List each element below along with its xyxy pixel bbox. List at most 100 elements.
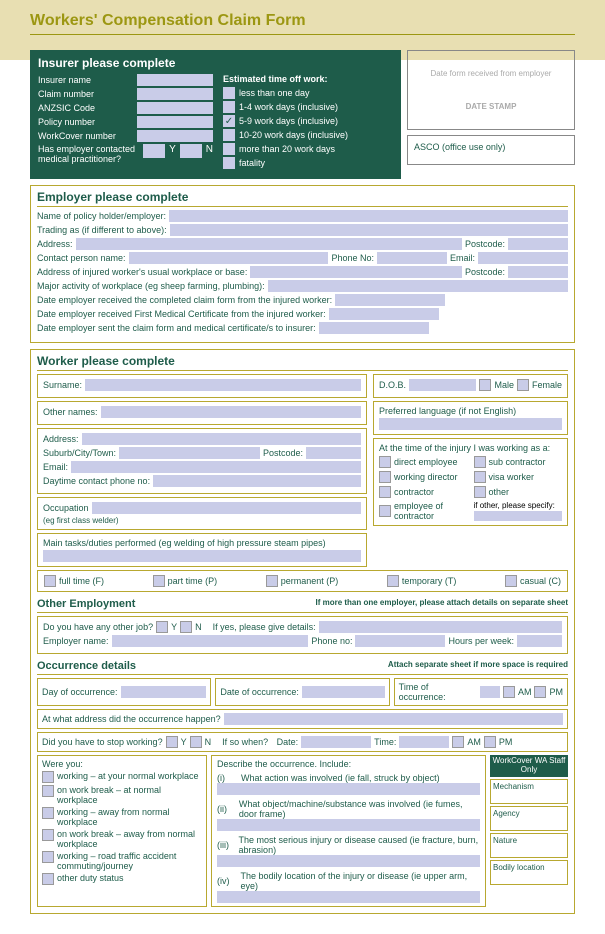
- policy-holder-input[interactable]: [169, 210, 568, 222]
- wy-4[interactable]: [42, 851, 54, 863]
- trading-input[interactable]: [170, 224, 568, 236]
- worker-address-input[interactable]: [82, 433, 361, 445]
- oe-employer[interactable]: [112, 635, 309, 647]
- fulltime-check[interactable]: [44, 575, 56, 587]
- otherjob-y[interactable]: [156, 621, 168, 633]
- emp-postcode-input[interactable]: [508, 238, 568, 250]
- workplace-input[interactable]: [250, 266, 462, 278]
- claim-number-label: Claim number: [38, 89, 133, 99]
- date-stamp-box: Date form received from employer DATE ST…: [407, 50, 575, 130]
- wy-1[interactable]: [42, 785, 54, 797]
- empcon-check[interactable]: [379, 505, 391, 517]
- temp-check[interactable]: [387, 575, 399, 587]
- staff-agency: Agency: [490, 806, 568, 831]
- anzsic-input[interactable]: [137, 102, 213, 114]
- est-opt-2[interactable]: ✓: [223, 115, 235, 127]
- policy-label: Policy number: [38, 117, 133, 127]
- female-check[interactable]: [517, 379, 529, 391]
- occupation-input[interactable]: [92, 502, 361, 514]
- stop-pm[interactable]: [484, 736, 496, 748]
- otherjob-details[interactable]: [319, 621, 562, 633]
- anzsic-label: ANZSIC Code: [38, 103, 133, 113]
- stop-time[interactable]: [399, 736, 449, 748]
- activity-input[interactable]: [268, 280, 568, 292]
- date3-input[interactable]: [319, 322, 429, 334]
- oe-hours[interactable]: [517, 635, 562, 647]
- stop-date[interactable]: [301, 736, 371, 748]
- dob-input[interactable]: [409, 379, 476, 391]
- occ-addr[interactable]: [224, 713, 563, 725]
- workcover-label: WorkCover number: [38, 131, 133, 141]
- insurer-panel: Insurer please complete Insurer name Cla…: [30, 50, 401, 179]
- phone-input[interactable]: [377, 252, 447, 264]
- occ-day[interactable]: [121, 686, 207, 698]
- wy-5[interactable]: [42, 873, 54, 885]
- casual-check[interactable]: [505, 575, 517, 587]
- otherspec-input[interactable]: [474, 511, 563, 521]
- staff-mechanism: Mechanism: [490, 779, 568, 804]
- est-opt-1[interactable]: [223, 101, 235, 113]
- occ-time[interactable]: [480, 686, 500, 698]
- workcover-input[interactable]: [137, 130, 213, 142]
- wy-3[interactable]: [42, 829, 54, 841]
- tasks-input[interactable]: [43, 550, 361, 562]
- contacted-y-box[interactable]: [143, 144, 165, 158]
- other-check[interactable]: [474, 486, 486, 498]
- w-phone-input[interactable]: [153, 475, 361, 487]
- email-input[interactable]: [478, 252, 568, 264]
- otherjob-n[interactable]: [180, 621, 192, 633]
- est-opt-3[interactable]: [223, 129, 235, 141]
- occ-date[interactable]: [302, 686, 385, 698]
- policy-input[interactable]: [137, 116, 213, 128]
- workplace-postcode-input[interactable]: [508, 266, 568, 278]
- date2-input[interactable]: [329, 308, 439, 320]
- wy-2[interactable]: [42, 807, 54, 819]
- were-you-box: Were you: working – at your normal workp…: [37, 755, 207, 907]
- desc-ii[interactable]: [217, 819, 480, 831]
- w-postcode-input[interactable]: [306, 447, 361, 459]
- contractor-check[interactable]: [379, 486, 391, 498]
- insurer-name-label: Insurer name: [38, 75, 133, 85]
- est-opt-4[interactable]: [223, 143, 235, 155]
- workdir-check[interactable]: [379, 471, 391, 483]
- othernames-input[interactable]: [101, 406, 361, 418]
- worker-heading: Worker please complete: [37, 354, 568, 371]
- w-email-input[interactable]: [71, 461, 361, 473]
- parttime-check[interactable]: [153, 575, 165, 587]
- emp-address-input[interactable]: [76, 238, 462, 250]
- stop-n[interactable]: [190, 736, 202, 748]
- claim-number-input[interactable]: [137, 88, 213, 100]
- desc-iv[interactable]: [217, 891, 480, 903]
- perm-check[interactable]: [266, 575, 278, 587]
- insurer-name-input[interactable]: [137, 74, 213, 86]
- staff-only-col: WorkCover WA Staff Only Mechanism Agency…: [490, 755, 568, 907]
- desc-iii[interactable]: [217, 855, 480, 867]
- contact-input[interactable]: [129, 252, 329, 264]
- date1-input[interactable]: [335, 294, 445, 306]
- employer-heading: Employer please complete: [37, 190, 568, 207]
- surname-input[interactable]: [85, 379, 361, 391]
- occ-am[interactable]: [503, 686, 515, 698]
- contacted-label: Has employer contacted medical practitio…: [38, 144, 139, 164]
- stop-am[interactable]: [452, 736, 464, 748]
- suburb-input[interactable]: [119, 447, 260, 459]
- page-title: Workers' Compensation Claim Form: [30, 12, 575, 35]
- contacted-n-box[interactable]: [180, 144, 202, 158]
- desc-i[interactable]: [217, 783, 480, 795]
- describe-box: Describe the occurrence. Include: (i)Wha…: [211, 755, 486, 907]
- oe-phone[interactable]: [355, 635, 445, 647]
- subcon-check[interactable]: [474, 456, 486, 468]
- staff-bodily: Bodily location: [490, 860, 568, 885]
- est-opt-5[interactable]: [223, 157, 235, 169]
- male-check[interactable]: [479, 379, 491, 391]
- wy-0[interactable]: [42, 771, 54, 783]
- insurer-heading: Insurer please complete: [38, 56, 393, 70]
- visa-check[interactable]: [474, 471, 486, 483]
- asco-box: ASCO (office use only): [407, 135, 575, 165]
- est-opt-0[interactable]: [223, 87, 235, 99]
- preflang-input[interactable]: [379, 418, 562, 430]
- direct-check[interactable]: [379, 456, 391, 468]
- stop-y[interactable]: [166, 736, 178, 748]
- employment-status-row: full time (F) part time (P) permanent (P…: [37, 570, 568, 592]
- occ-pm[interactable]: [534, 686, 546, 698]
